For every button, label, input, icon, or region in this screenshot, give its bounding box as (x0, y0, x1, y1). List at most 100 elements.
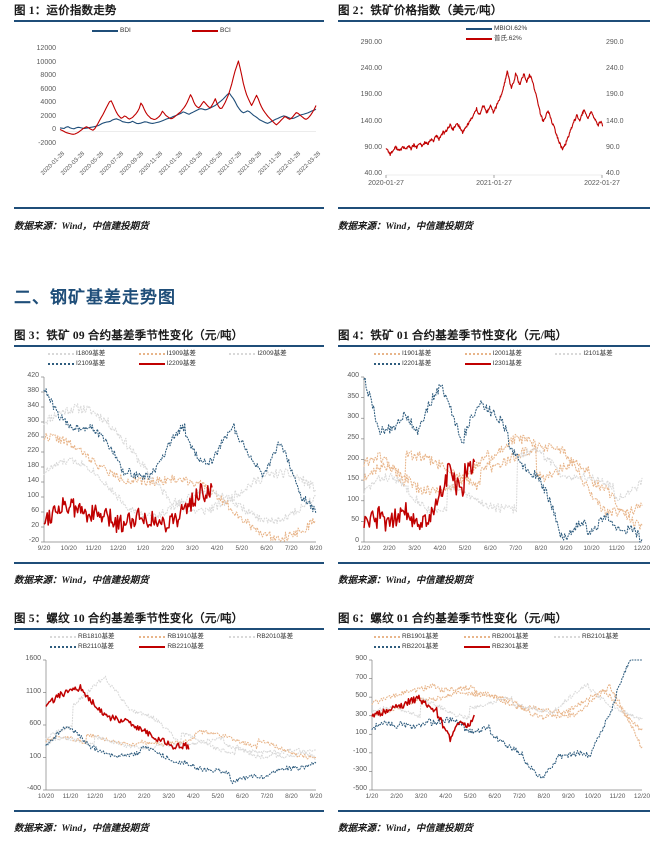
axis-tick-label: 140 (27, 477, 39, 484)
legend-swatch (50, 635, 76, 638)
figure-1-rule (14, 20, 324, 22)
legend-item[interactable]: I1901基差 (374, 349, 465, 358)
axis-tick-label: 180 (27, 462, 39, 469)
axis-tick-label: 8/20 (309, 545, 323, 552)
axis-tick-label: 380 (27, 387, 39, 394)
axis-tick-label: 200 (347, 454, 359, 462)
legend-label: RB2301基差 (492, 643, 529, 650)
axis-tick-label: 3/20 (162, 793, 176, 800)
legend-item[interactable]: I2001基差 (464, 349, 556, 358)
legend-label: BDI (120, 27, 131, 34)
figure-2-plot (385, 70, 604, 178)
legend-item[interactable]: I2201基差 (374, 359, 465, 368)
figure-6-chart: -500 -300 -100 100 300 500 700 900 1/20 2/20 3/20 4… (338, 630, 650, 810)
axis-tick-label: 90.0 (606, 143, 620, 151)
axis-tick-label: 9/20 (37, 545, 51, 552)
figure-5-rule (14, 628, 324, 630)
legend-label: RB2210基差 (167, 643, 204, 650)
legend-label: RB1901基差 (402, 633, 439, 640)
legend-item[interactable]: RB2210基差 (139, 642, 228, 651)
axis-tick-label: -400 (26, 785, 41, 792)
axis-tick-label: 50 (351, 516, 359, 524)
axis-tick-label: 1600 (25, 655, 41, 662)
legend-swatch (466, 27, 492, 30)
legend-item[interactable]: I2301基差 (464, 359, 556, 368)
legend-swatch (50, 645, 76, 648)
legend-item[interactable]: BCI (192, 26, 292, 35)
axis-tick-label: 190.00 (360, 91, 382, 99)
axis-tick-label: 100 (29, 752, 41, 760)
axis-tick-label: 5/20 (458, 545, 472, 552)
axis-tick-label: 300 (347, 413, 359, 421)
axis-tick-label: 8/20 (534, 545, 548, 552)
legend-item[interactable]: RB2301基差 (464, 642, 554, 651)
legend-swatch (374, 635, 400, 638)
axis-tick-label: 150 (347, 475, 359, 483)
c6-plot (369, 659, 643, 791)
legend-label: I2301基差 (492, 360, 522, 367)
axis-tick-label: 1/20 (136, 545, 150, 552)
axis-tick-label: 2020-01-27 (368, 180, 404, 187)
figure-5-panel: 图 5：螺纹 10 合约基差季节性变化（元/吨） -400 100 600 1100 1… (14, 610, 324, 834)
c3-plot (41, 376, 317, 543)
legend-label: RB2101基差 (582, 633, 619, 640)
figure-2-rule (338, 20, 650, 22)
legend-item[interactable]: I2109基差 (48, 359, 139, 368)
legend-item[interactable]: RB2010基差 (228, 632, 318, 641)
axis-tick-label: 5/20 (235, 545, 249, 552)
axis-tick-label: 9/20 (559, 545, 573, 552)
legend-item[interactable]: I2209基差 (138, 359, 230, 368)
axis-tick-label: 11/20 (62, 793, 79, 800)
figure-3-source: 数据来源：Wind，中信建投期货 (14, 575, 149, 586)
legend-swatch (374, 352, 400, 355)
axis-tick-label: 12/20 (86, 793, 104, 800)
legend-item[interactable]: RB2101基差 (554, 632, 644, 641)
legend-item[interactable]: BDI (92, 26, 192, 35)
figure-5-source: 数据来源：Wind，中信建投期货 (14, 823, 149, 834)
figure-3-bottom-rule (14, 562, 324, 564)
legend-swatch (139, 645, 166, 648)
figure-1-panel: 图 1：运价指数走势 -2000 0 2000 4000 6000 8000 10000 12… (14, 2, 324, 232)
axis-tick-label: 4/20 (439, 793, 452, 800)
legend-item[interactable]: I2009基差 (229, 349, 320, 358)
figure-4-rule (338, 345, 650, 347)
legend-swatch (92, 29, 118, 32)
legend-item[interactable]: I1809基差 (48, 349, 139, 358)
legend-swatch (48, 352, 74, 355)
axis-tick-label: 100 (355, 729, 367, 737)
legend-item[interactable]: I1909基差 (138, 349, 230, 358)
figure-4-source: 数据来源：Wind，中信建投期货 (338, 575, 473, 586)
legend-item[interactable]: RB1810基差 (50, 632, 139, 641)
legend-item[interactable]: I2101基差 (555, 349, 646, 358)
legend-swatch (48, 362, 74, 365)
axis-tick-label: 7/20 (260, 793, 274, 800)
legend-item[interactable]: RB1901基差 (374, 632, 464, 641)
legend-item[interactable]: RB2110基差 (50, 642, 139, 651)
axis-tick-label: 700 (355, 673, 367, 681)
legend-item[interactable]: RB2001基差 (464, 632, 554, 641)
axis-tick-label: 9/20 (309, 793, 323, 800)
legend-item[interactable]: MBIOI.62% (466, 24, 576, 33)
axis-tick-label: 420 (27, 372, 39, 379)
axis-tick-label: 250 (347, 433, 359, 441)
axis-tick-label: 12000 (36, 45, 56, 52)
legend-item[interactable]: RB1910基差 (139, 632, 228, 641)
legend-label: RB2110基差 (78, 643, 115, 650)
figure-6-title: 图 6：螺纹 01 合约基差季节性变化（元/吨） (338, 613, 568, 625)
axis-tick-label: 8/20 (537, 793, 551, 800)
figure-4-chart: 0 50 100 150 200 250 300 350 400 1/20 2/20 3/20 4/20… (338, 347, 650, 562)
c5-plot (43, 659, 317, 791)
legend-label: I2001基差 (492, 350, 522, 357)
axis-tick-label: 12/20 (110, 545, 127, 552)
axis-tick-label: 100 (347, 495, 359, 503)
legend-swatch (138, 362, 165, 365)
legend-swatch (139, 635, 166, 638)
axis-tick-label: 12/20 (633, 793, 651, 800)
legend-item[interactable]: RB2201基差 (374, 642, 464, 651)
axis-tick-label: 8/20 (285, 793, 298, 800)
figure-6-rule (338, 628, 650, 630)
axis-tick-label: -100 (352, 747, 367, 755)
axis-tick-label: 900 (355, 655, 367, 662)
legend-item[interactable]: 普氏.62% (466, 34, 576, 43)
axis-tick-label: 6000 (40, 85, 56, 93)
